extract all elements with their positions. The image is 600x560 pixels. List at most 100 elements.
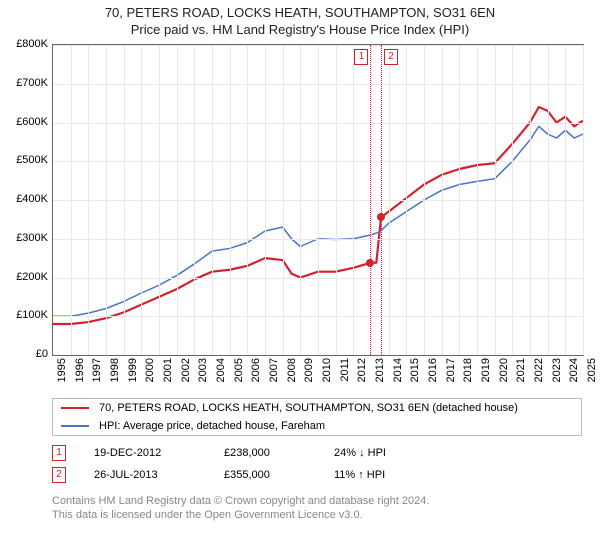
gridline-v bbox=[442, 45, 443, 355]
event-marker-dot bbox=[377, 213, 385, 221]
gridline-v bbox=[265, 45, 266, 355]
legend-swatch-hpi bbox=[61, 425, 89, 427]
gridline-v bbox=[424, 45, 425, 355]
xtick-label: 2014 bbox=[392, 358, 404, 392]
chart-title-line1: 70, PETERS ROAD, LOCKS HEATH, SOUTHAMPTO… bbox=[0, 4, 600, 21]
xtick-label: 2008 bbox=[286, 358, 298, 392]
gridline-v bbox=[141, 45, 142, 355]
xtick-label: 2007 bbox=[268, 358, 280, 392]
ytick-label: £400K bbox=[3, 193, 48, 205]
gridline-v bbox=[318, 45, 319, 355]
gridline-v bbox=[459, 45, 460, 355]
xtick-label: 1995 bbox=[56, 358, 68, 392]
gridline-v bbox=[177, 45, 178, 355]
ytick-label: £700K bbox=[3, 77, 48, 89]
gridline-v bbox=[88, 45, 89, 355]
sale-row: 2 26-JUL-2013 £355,000 11% ↑ HPI bbox=[52, 464, 582, 486]
gridline-v bbox=[495, 45, 496, 355]
xtick-label: 2025 bbox=[586, 358, 598, 392]
gridline-v bbox=[512, 45, 513, 355]
legend-swatch-price bbox=[61, 407, 89, 409]
ytick-label: £800K bbox=[3, 38, 48, 50]
legend-label-hpi: HPI: Average price, detached house, Fare… bbox=[99, 420, 325, 432]
xtick-label: 2009 bbox=[303, 358, 315, 392]
sale-index-badge: 2 bbox=[52, 467, 66, 483]
gridline-v bbox=[530, 45, 531, 355]
xtick-label: 2013 bbox=[374, 358, 386, 392]
xtick-label: 2020 bbox=[498, 358, 510, 392]
xtick-label: 2021 bbox=[515, 358, 527, 392]
xtick-label: 2005 bbox=[233, 358, 245, 392]
footer-attribution: Contains HM Land Registry data © Crown c… bbox=[52, 494, 582, 522]
gridline-v bbox=[406, 45, 407, 355]
sale-price: £355,000 bbox=[224, 469, 334, 481]
plot-area: 12 bbox=[52, 44, 584, 356]
gridline-v bbox=[300, 45, 301, 355]
xtick-label: 1997 bbox=[91, 358, 103, 392]
ytick-label: £500K bbox=[3, 154, 48, 166]
event-label: 1 bbox=[354, 49, 368, 65]
xtick-label: 2003 bbox=[197, 358, 209, 392]
xtick-label: 1999 bbox=[127, 358, 139, 392]
gridline-v bbox=[159, 45, 160, 355]
sale-delta: 24% ↓ HPI bbox=[334, 447, 386, 459]
ytick-label: £200K bbox=[3, 271, 48, 283]
sale-date: 26-JUL-2013 bbox=[94, 469, 224, 481]
legend-label-price: 70, PETERS ROAD, LOCKS HEATH, SOUTHAMPTO… bbox=[99, 402, 518, 414]
sale-index-badge: 1 bbox=[52, 445, 66, 461]
gridline-v bbox=[283, 45, 284, 355]
sale-date: 19-DEC-2012 bbox=[94, 447, 224, 459]
xtick-label: 2022 bbox=[533, 358, 545, 392]
xtick-label: 2018 bbox=[462, 358, 474, 392]
gridline-v bbox=[353, 45, 354, 355]
legend-box: 70, PETERS ROAD, LOCKS HEATH, SOUTHAMPTO… bbox=[52, 398, 582, 436]
event-label: 2 bbox=[384, 49, 398, 65]
gridline-v bbox=[230, 45, 231, 355]
ytick-label: £600K bbox=[3, 116, 48, 128]
xtick-label: 2011 bbox=[339, 358, 351, 392]
footer-line2: This data is licensed under the Open Gov… bbox=[52, 509, 363, 521]
chart-title-line2: Price paid vs. HM Land Registry's House … bbox=[0, 21, 600, 38]
xtick-label: 2023 bbox=[551, 358, 563, 392]
legend-row: 70, PETERS ROAD, LOCKS HEATH, SOUTHAMPTO… bbox=[53, 399, 581, 417]
gridline-v bbox=[565, 45, 566, 355]
gridline-v bbox=[247, 45, 248, 355]
xtick-label: 2012 bbox=[356, 358, 368, 392]
gridline-v bbox=[194, 45, 195, 355]
ytick-label: £0 bbox=[3, 348, 48, 360]
gridline-v bbox=[389, 45, 390, 355]
gridline-v bbox=[548, 45, 549, 355]
gridline-v bbox=[583, 45, 584, 355]
event-line bbox=[381, 45, 382, 355]
sale-row: 1 19-DEC-2012 £238,000 24% ↓ HPI bbox=[52, 442, 582, 464]
event-marker-dot bbox=[366, 259, 374, 267]
xtick-label: 1996 bbox=[74, 358, 86, 392]
ytick-label: £100K bbox=[3, 309, 48, 321]
sale-delta: 11% ↑ HPI bbox=[334, 469, 385, 481]
ytick-label: £300K bbox=[3, 232, 48, 244]
event-line bbox=[370, 45, 371, 355]
sale-price: £238,000 bbox=[224, 447, 334, 459]
xtick-label: 2000 bbox=[144, 358, 156, 392]
xtick-label: 2017 bbox=[445, 358, 457, 392]
xtick-label: 2006 bbox=[250, 358, 262, 392]
xtick-label: 2015 bbox=[409, 358, 421, 392]
gridline-v bbox=[124, 45, 125, 355]
gridline-v bbox=[106, 45, 107, 355]
legend-row: HPI: Average price, detached house, Fare… bbox=[53, 417, 581, 435]
chart-title-area: 70, PETERS ROAD, LOCKS HEATH, SOUTHAMPTO… bbox=[0, 0, 600, 38]
xtick-label: 1998 bbox=[109, 358, 121, 392]
chart-container: 70, PETERS ROAD, LOCKS HEATH, SOUTHAMPTO… bbox=[0, 0, 600, 560]
xtick-label: 2001 bbox=[162, 358, 174, 392]
xtick-label: 2016 bbox=[427, 358, 439, 392]
xtick-label: 2019 bbox=[480, 358, 492, 392]
gridline-v bbox=[212, 45, 213, 355]
gridline-v bbox=[336, 45, 337, 355]
sales-table: 1 19-DEC-2012 £238,000 24% ↓ HPI 2 26-JU… bbox=[52, 442, 582, 486]
footer-line1: Contains HM Land Registry data © Crown c… bbox=[52, 495, 429, 507]
xtick-label: 2010 bbox=[321, 358, 333, 392]
gridline-v bbox=[477, 45, 478, 355]
xtick-label: 2004 bbox=[215, 358, 227, 392]
gridline-v bbox=[71, 45, 72, 355]
xtick-label: 2024 bbox=[568, 358, 580, 392]
